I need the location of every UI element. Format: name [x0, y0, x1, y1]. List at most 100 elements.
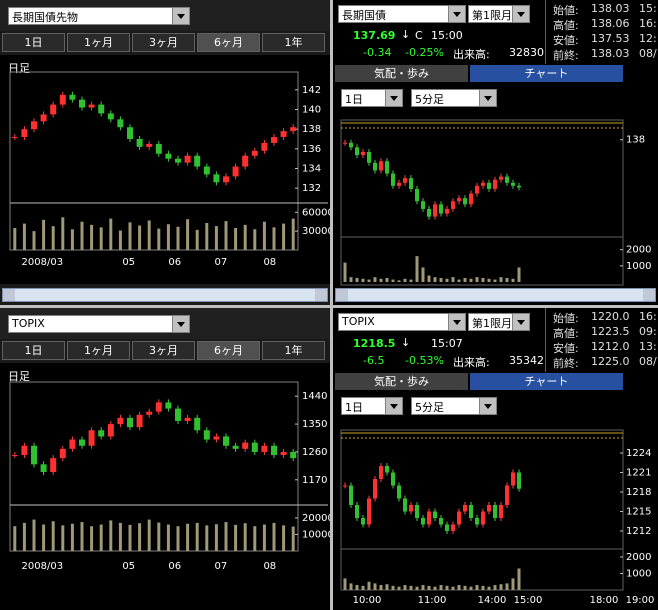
change-pct: -0.25%	[405, 46, 444, 59]
dropdown-button[interactable]	[385, 90, 402, 106]
dropdown-button[interactable]	[512, 314, 529, 330]
volume-bar	[463, 277, 467, 282]
volume-bar	[176, 226, 180, 250]
volume-bar	[262, 221, 266, 250]
candle	[98, 430, 105, 437]
candle	[117, 119, 124, 128]
dropdown-button[interactable]	[512, 6, 529, 22]
dropdown-button[interactable]	[448, 314, 465, 330]
volume-bar	[22, 223, 26, 250]
info-value: 1225.0	[591, 355, 630, 368]
candle	[421, 518, 425, 525]
candle	[88, 104, 95, 108]
dropdown[interactable]: TOPIX	[8, 315, 190, 333]
candle	[194, 155, 201, 167]
volume-bar	[157, 522, 161, 551]
dropdown-text: 第1限月	[472, 9, 512, 22]
dropdown-button[interactable]	[448, 6, 465, 22]
volume-tick-label: 2000	[626, 552, 651, 563]
candle	[21, 129, 28, 138]
change-pct: -0.53%	[405, 354, 444, 367]
tab[interactable]: 1ヶ月	[67, 341, 130, 360]
volume-bar	[505, 277, 509, 282]
y-tick-label: 1221	[626, 468, 651, 479]
candle	[463, 505, 467, 512]
volume-bar	[22, 522, 26, 551]
candle	[11, 137, 18, 139]
x-tick-label: 14:00	[478, 595, 507, 606]
y-tick-label: 138	[302, 124, 321, 135]
tab[interactable]: 3ヶ月	[132, 33, 195, 52]
candle	[223, 436, 229, 446]
dropdown[interactable]: TOPIX	[338, 313, 466, 331]
volume-bar	[397, 280, 401, 282]
candle	[409, 505, 413, 512]
candle	[184, 417, 191, 421]
tab[interactable]: 1年	[262, 341, 325, 360]
scrollbar[interactable]	[335, 288, 656, 302]
dropdown-button[interactable]	[479, 398, 496, 414]
scroll-left[interactable]	[3, 289, 15, 301]
volume-bar	[439, 585, 443, 590]
candle	[136, 139, 143, 147]
candle	[40, 464, 47, 473]
volume-bar	[409, 279, 413, 282]
x-tick-label: 15:00	[514, 595, 543, 606]
candle	[50, 104, 57, 115]
scroll-right[interactable]	[643, 289, 655, 301]
dropdown[interactable]: 第1限月	[468, 5, 530, 23]
scrollbar[interactable]	[2, 288, 328, 302]
dropdown-text: 長期国債	[342, 9, 386, 22]
candle	[475, 185, 479, 194]
tab[interactable]: 気配・歩み	[335, 65, 468, 82]
scroll-right[interactable]	[315, 289, 327, 301]
candle	[175, 158, 181, 163]
tab[interactable]: 3ヶ月	[132, 341, 195, 360]
arrow-icon	[517, 12, 525, 17]
volume-bar	[205, 222, 209, 250]
volume-bar	[32, 231, 36, 250]
candle	[155, 143, 162, 154]
tab[interactable]: チャート	[470, 373, 623, 390]
candle	[232, 445, 239, 449]
dropdown[interactable]: 長期国債	[338, 5, 466, 23]
change-arrow: ↓	[401, 336, 411, 349]
volume-tick-label: 100000	[302, 529, 330, 540]
dropdown[interactable]: 5分足	[411, 397, 497, 415]
x-tick-label: 2008/03	[22, 561, 64, 572]
tab[interactable]: 1年	[262, 33, 325, 52]
volume-bar	[367, 581, 371, 590]
tab[interactable]: 1日	[2, 33, 65, 52]
info-time: 12:	[639, 32, 657, 45]
scroll-left[interactable]	[336, 289, 348, 301]
tab[interactable]: チャート	[470, 65, 623, 82]
volume-bar	[253, 229, 257, 250]
candle	[69, 94, 76, 100]
tab[interactable]: 6ヶ月	[197, 33, 260, 52]
volume-bar	[195, 229, 199, 250]
dropdown[interactable]: 1日	[341, 397, 403, 415]
dropdown-button[interactable]	[479, 90, 496, 106]
dropdown-text: TOPIX	[342, 315, 375, 328]
tab[interactable]: 6ヶ月	[197, 341, 260, 360]
volume-bar	[186, 219, 190, 250]
dropdown[interactable]: 第1限月	[468, 313, 530, 331]
tab[interactable]: 1日	[2, 341, 65, 360]
candle	[251, 150, 258, 156]
tab[interactable]: 1ヶ月	[67, 33, 130, 52]
candle	[439, 518, 443, 525]
dropdown-button[interactable]	[172, 316, 189, 332]
change: -0.34	[363, 46, 392, 59]
info-value: 137.53	[591, 32, 630, 45]
dropdown[interactable]: 1日	[341, 89, 403, 107]
tab[interactable]: 気配・歩み	[335, 373, 468, 390]
candle	[451, 201, 455, 209]
candle	[493, 179, 497, 189]
dropdown[interactable]: 長期国債先物	[8, 7, 190, 25]
info-value: 138.03	[591, 47, 630, 60]
dropdown-button[interactable]	[385, 398, 402, 414]
dropdown[interactable]: 5分足	[411, 89, 497, 107]
x-tick-label: 11:00	[418, 595, 447, 606]
volume-bar	[32, 519, 36, 551]
dropdown-button[interactable]	[172, 8, 189, 24]
